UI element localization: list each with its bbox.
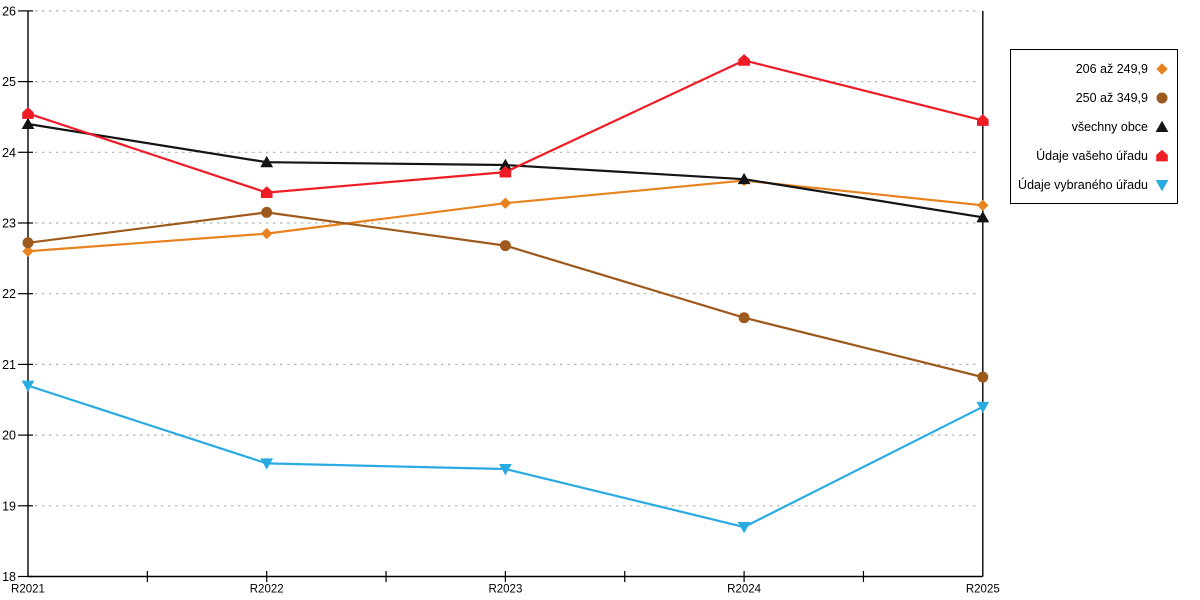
- legend-item: Údaje vybraného úřadu: [1011, 170, 1177, 199]
- legend-label: všechny obce: [1071, 119, 1148, 134]
- legend: 206 až 249,9 250 až 349,9 všechny obce Údaj…: [1010, 49, 1178, 204]
- triangle-down-marker-icon: [260, 458, 274, 470]
- series-1: [22, 174, 989, 257]
- diamond-marker-icon: [499, 197, 512, 209]
- diamond-icon: [1156, 62, 1168, 75]
- circle-marker-icon: [499, 240, 511, 252]
- triangle-up-marker-icon: [21, 117, 35, 130]
- x-axis-label: R2021: [11, 584, 45, 596]
- series-5: [21, 380, 990, 534]
- triangle-up-marker-icon-legend: [1155, 120, 1169, 132]
- triangle-down-marker-icon: [499, 464, 512, 476]
- series-4: [22, 54, 989, 198]
- y-axis-label: 25: [2, 75, 16, 89]
- legend-item: 206 až 249,9: [1011, 54, 1177, 83]
- triangle-up-marker-icon: [499, 158, 512, 171]
- series-3: [21, 117, 990, 223]
- circle-icon: [1156, 92, 1168, 103]
- triangle-up-icon: [1155, 120, 1169, 132]
- legend-item: 250 až 349,9: [1011, 83, 1177, 112]
- triangle-up-marker-icon: [737, 172, 751, 185]
- diamond-marker-icon: [261, 227, 273, 240]
- pentagon-up-marker-icon: [977, 114, 989, 126]
- legend-label: 250 až 349,9: [1075, 90, 1148, 105]
- y-axis-label: 26: [2, 4, 16, 18]
- triangle-down-marker-icon: [737, 522, 751, 534]
- x-axis-label: R2024: [727, 584, 761, 596]
- circle-marker-icon-legend: [1156, 92, 1168, 103]
- triangle-down-marker-icon: [21, 380, 35, 392]
- x-axis-label: R2025: [966, 584, 1000, 596]
- circle-marker-icon: [738, 312, 750, 324]
- y-axis-label: 21: [2, 358, 16, 372]
- x-axis-label: R2023: [488, 584, 522, 596]
- pentagon-up-icon: [1156, 149, 1168, 161]
- triangle-down-marker-icon: [976, 401, 990, 414]
- pentagon-up-marker-icon: [260, 186, 273, 198]
- triangle-down-marker-icon-legend: [1155, 179, 1169, 191]
- pentagon-up-marker-icon: [738, 54, 750, 66]
- x-axis-label: R2022: [250, 584, 284, 596]
- legend-label: 206 až 249,9: [1075, 61, 1148, 76]
- y-axis-label: 19: [2, 499, 16, 513]
- legend-label: Údaje vybraného úřadu: [1018, 177, 1148, 192]
- series-line: [27, 211, 984, 379]
- triangle-up-marker-icon: [976, 211, 990, 223]
- circle-marker-icon: [22, 237, 34, 249]
- y-axis-label: 24: [2, 146, 16, 160]
- pentagon-up-marker-icon: [22, 107, 34, 119]
- legend-item: Údaje vašeho úřadu: [1011, 141, 1177, 170]
- diamond-marker-icon: [977, 199, 989, 212]
- y-axis-label: 20: [2, 429, 16, 443]
- triangle-down-icon: [1155, 179, 1169, 191]
- y-axis-label: 23: [2, 217, 16, 231]
- circle-marker-icon: [261, 206, 273, 218]
- pentagon-up-marker-icon: [499, 165, 512, 178]
- diamond-marker-icon: [22, 245, 34, 257]
- triangle-up-marker-icon: [260, 155, 274, 168]
- series-2: [22, 206, 989, 383]
- y-axis-label: 18: [2, 570, 16, 584]
- y-axis-label: 22: [2, 287, 16, 301]
- circle-marker-icon: [977, 371, 989, 383]
- diamond-marker-icon-legend: [1156, 62, 1168, 75]
- pentagon-up-marker-icon-legend: [1156, 149, 1168, 161]
- legend-label: Údaje vašeho úřadu: [1036, 148, 1148, 163]
- legend-item: všechny obce: [1011, 112, 1177, 141]
